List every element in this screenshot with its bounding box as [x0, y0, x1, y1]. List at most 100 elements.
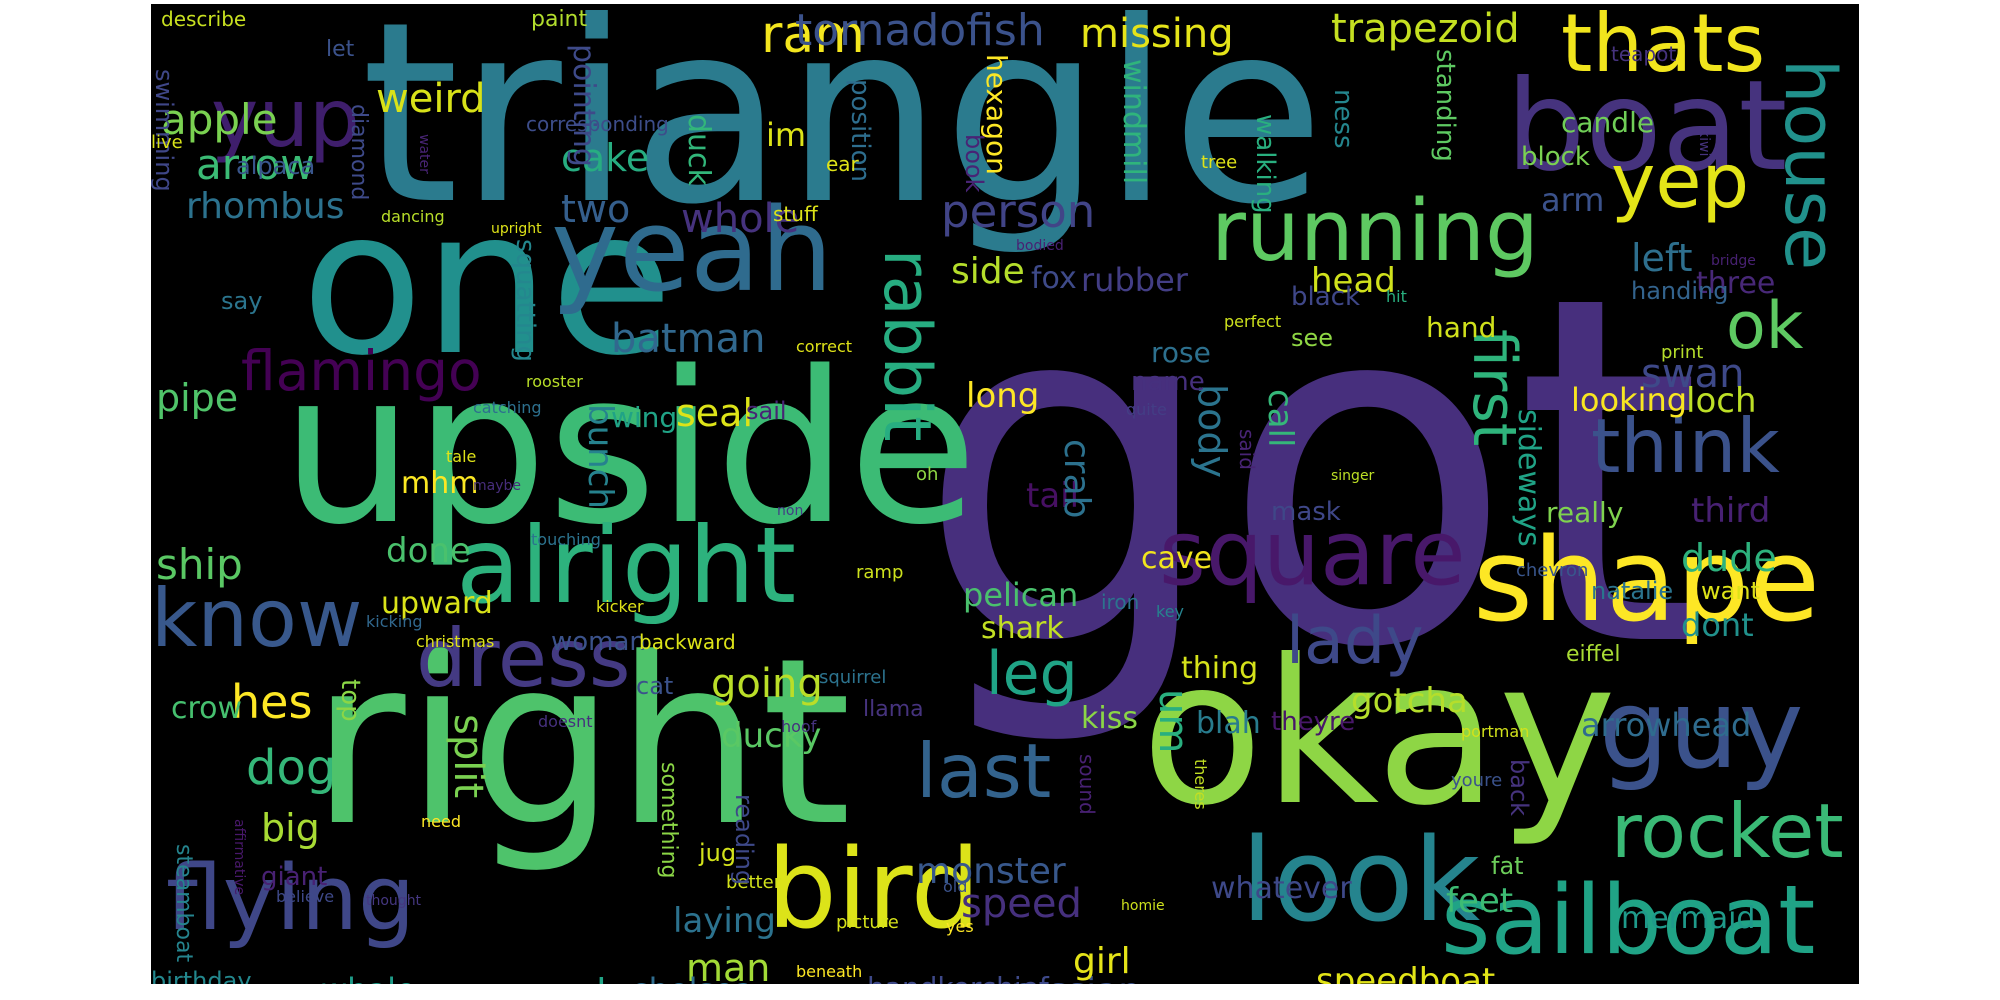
word-alright: alright [456, 505, 797, 627]
word-woman: woman [551, 627, 646, 657]
word-beneath: beneath [796, 962, 863, 981]
word-blah: blah [1196, 706, 1261, 741]
word-theres: theres [1191, 759, 1210, 810]
word-two: two [561, 187, 631, 231]
word-ram: ram [761, 5, 865, 65]
word-tree: tree [1201, 152, 1238, 173]
word-picture: picture [836, 912, 899, 933]
word-kicker: kicker [596, 597, 644, 616]
word-mhm: mhm [401, 466, 479, 501]
word-running: running [1211, 182, 1540, 281]
word-shark: shark [981, 611, 1064, 646]
word-say: say [221, 287, 263, 315]
word-doesnt: doesnt [538, 712, 593, 731]
word-apple: apple [161, 95, 278, 144]
word-something: something [656, 762, 681, 879]
word-see: see [1291, 324, 1334, 352]
word-arrow: arrow [196, 140, 315, 189]
word-rooster: rooster [526, 372, 583, 391]
word-birthday: birthday [151, 967, 252, 984]
word-giant: giant [261, 862, 328, 892]
word-last: last [916, 727, 1052, 815]
word-whole: whole [681, 196, 800, 242]
word-singer: singer [1331, 468, 1375, 484]
word-oh: oh [916, 464, 939, 485]
word-crab: crab [1056, 439, 1097, 519]
word-fox: fox [1031, 261, 1077, 296]
word-eiffel: eiffel [1566, 642, 1621, 667]
word-long: long [966, 376, 1040, 416]
word-leg: leg [986, 639, 1078, 709]
word-corresponding: corresponding [526, 112, 669, 136]
word-arm: arm [1541, 181, 1605, 219]
word-teapot: teapot [1611, 42, 1677, 66]
word-cat: cat [636, 672, 674, 700]
word-know: know [151, 572, 363, 665]
word-book: book [960, 134, 988, 193]
word-im: im [766, 116, 807, 154]
word-affirmative: affirmative [231, 819, 247, 896]
word-tornadofish: tornadofish [795, 5, 1045, 56]
word-look: look [1241, 814, 1481, 948]
word-yes: yes [946, 917, 974, 936]
word-speedboat: speedboat [1316, 961, 1496, 984]
word-cake: cake [561, 136, 650, 180]
word-boat: boat [1506, 54, 1788, 199]
word-backward: backward [639, 630, 736, 654]
word-looking: looking [1571, 381, 1688, 419]
word-live: live [151, 132, 183, 153]
word-hit: hit [1386, 287, 1407, 306]
word-sailboat: sailboat [1441, 866, 1816, 976]
word-print: print [1661, 342, 1704, 363]
word-iron: iron [1101, 590, 1140, 614]
word-squatting: squatting [510, 239, 540, 363]
word-back: back [1505, 759, 1533, 817]
word-body: body [1190, 384, 1234, 478]
word-squirrel: squirrel [819, 667, 887, 688]
word-chevron: chevron [1516, 560, 1589, 581]
word-name: name [1131, 367, 1205, 397]
word-key: key [1156, 602, 1185, 621]
word-wing: wing [611, 401, 678, 434]
word-whale: whale [321, 974, 416, 984]
word-kiss: kiss [1081, 701, 1138, 736]
word-jug: jug [699, 839, 737, 867]
word-chelsea: chelsea [631, 974, 753, 984]
word-done: done [386, 531, 471, 571]
word-said: said [1235, 429, 1259, 470]
word-llama: llama [863, 697, 924, 722]
word-yeah: yeah [551, 184, 834, 318]
word-better: better [726, 872, 782, 893]
word-dog: dog [246, 740, 337, 796]
word-pointing: pointing [566, 44, 601, 167]
word-ship: ship [156, 540, 243, 589]
word-describe: describe [161, 7, 247, 31]
word-walking: walking [1250, 114, 1280, 214]
word-flamingo: flamingo [241, 339, 482, 403]
word-believe: believe [276, 887, 335, 906]
word-block: block [1521, 142, 1590, 172]
word-weird: weird [376, 76, 486, 122]
word-rose: rose [1151, 336, 1211, 369]
word-loch: loch [1686, 381, 1757, 421]
word-dude: dude [1681, 536, 1777, 580]
word-sound: sound [1075, 754, 1099, 815]
word-candle: candle [1561, 106, 1655, 139]
word-maybe: maybe [473, 478, 522, 494]
word-kiwi: kiwi [1696, 129, 1712, 157]
word-paint: paint [531, 7, 588, 32]
word-thing: thing [1181, 651, 1259, 686]
word-old: old [943, 877, 968, 896]
word-ear: ear [826, 152, 859, 176]
word-handing: handing [1631, 277, 1729, 305]
word-standing: standing [1430, 49, 1460, 162]
word-water: water [416, 134, 432, 174]
word-head: head [1311, 261, 1396, 301]
word-pipe: pipe [156, 376, 239, 420]
word-thats: thats [1561, 4, 1766, 90]
word-alpaca: alpaca [236, 152, 316, 180]
word-whatever: whatever [1211, 871, 1352, 906]
word-girl: girl [1073, 941, 1131, 982]
word-want: want [1701, 577, 1760, 605]
word-batman: batman [611, 316, 766, 362]
